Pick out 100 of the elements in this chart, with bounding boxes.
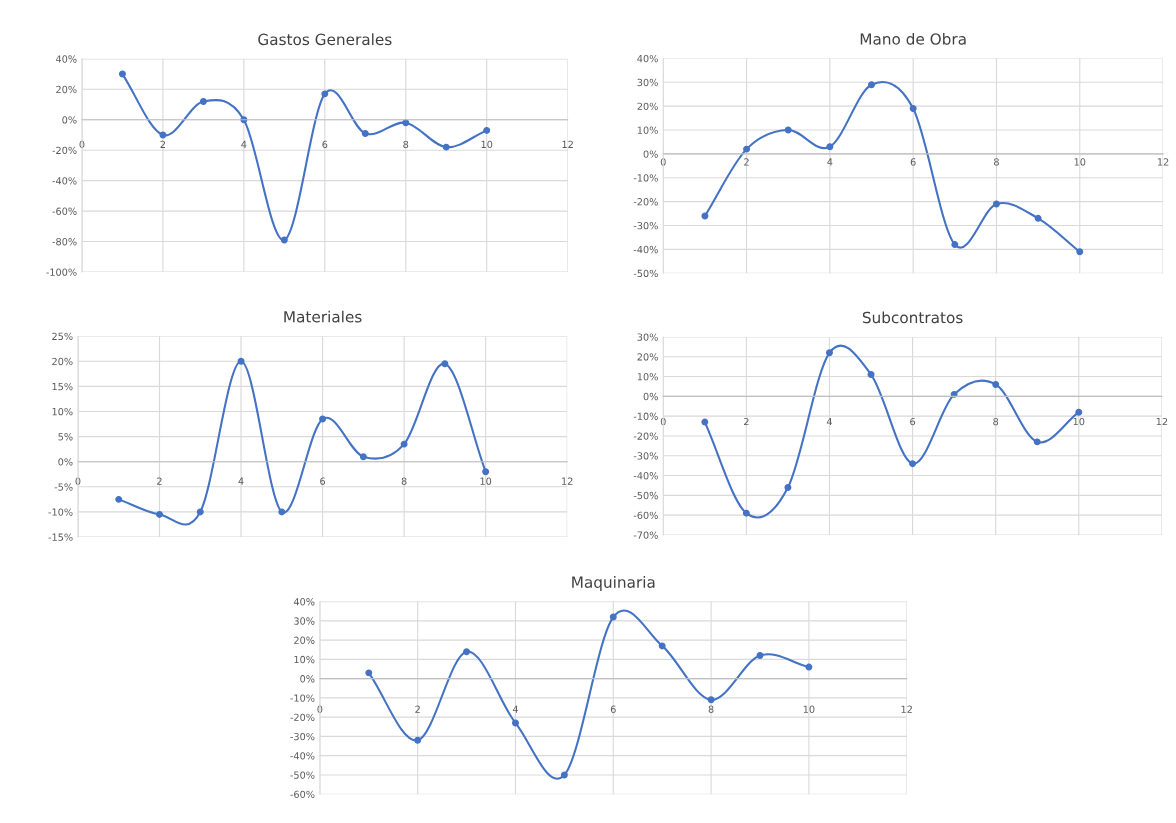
y-tick-label: -20% — [290, 713, 315, 721]
y-tick-label: -30% — [290, 732, 315, 741]
y-tick-label: 10% — [52, 407, 73, 416]
point — [319, 415, 327, 423]
x-tick-label: 2 — [743, 417, 749, 426]
y-tick-label: 40% — [637, 54, 658, 63]
y-tick-label: -40% — [52, 177, 77, 185]
point — [402, 119, 410, 127]
point — [365, 669, 373, 677]
y-tick-label: -20% — [633, 432, 658, 440]
point — [609, 613, 617, 621]
y-tick-label: 0% — [58, 458, 73, 466]
y-tick-label: 10% — [637, 126, 658, 134]
point — [278, 508, 286, 516]
chart-title: Gastos Generales — [258, 33, 392, 46]
point — [441, 360, 449, 368]
point — [992, 380, 1000, 388]
x-tick-label: 8 — [403, 140, 409, 149]
y-tick-label: 30% — [294, 617, 315, 625]
point — [805, 663, 813, 671]
y-tick-label: -10% — [48, 508, 73, 516]
point — [868, 81, 875, 89]
x-tick-label: 2 — [415, 705, 420, 713]
point — [463, 648, 471, 656]
point — [909, 105, 917, 113]
y-tick-label: -5% — [54, 483, 73, 491]
point — [156, 510, 163, 518]
chart-title: Subcontratos — [862, 311, 963, 324]
x-tick-label: 10 — [1074, 158, 1086, 166]
point — [199, 98, 207, 105]
y-tick-label: 5% — [58, 433, 73, 441]
x-tick-label: 2 — [160, 140, 166, 148]
y-tick-label: 0% — [62, 116, 77, 124]
x-tick-label: 0 — [75, 477, 81, 485]
point — [1033, 438, 1041, 446]
x-tick-label: 6 — [320, 477, 326, 485]
y-tick-label: -20% — [52, 146, 77, 155]
y-tick-label: 20% — [637, 353, 658, 361]
y-tick-label: -10% — [633, 412, 658, 420]
x-tick-label: 12 — [901, 705, 912, 713]
x-tick-label: 4 — [238, 477, 244, 485]
y-tick-label: -50% — [633, 491, 658, 500]
point — [560, 771, 568, 779]
x-tick-label: 4 — [826, 418, 833, 426]
point — [196, 508, 204, 516]
x-tick-label: 4 — [512, 705, 519, 713]
y-tick-label: -40% — [290, 752, 315, 760]
x-tick-label: 12 — [562, 140, 573, 148]
x-tick-label: 2 — [744, 158, 749, 166]
point — [951, 241, 959, 249]
x-tick-label: 6 — [910, 158, 916, 166]
point — [482, 468, 490, 476]
y-tick-label: 20% — [637, 102, 658, 110]
chart-title: Mano de Obra — [860, 32, 966, 45]
point — [826, 143, 834, 151]
y-tick-label: -80% — [52, 238, 77, 246]
x-tick-label: 6 — [610, 705, 616, 713]
point — [512, 719, 519, 727]
point — [658, 642, 666, 650]
y-tick-label: 15% — [52, 382, 73, 391]
y-tick-label: 30% — [637, 78, 658, 87]
y-tick-label: 40% — [293, 598, 315, 606]
point — [361, 129, 369, 137]
x-tick-label: 6 — [910, 417, 916, 426]
point — [237, 357, 245, 365]
chart-title: Materiales — [284, 310, 362, 323]
y-tick-label: 10% — [637, 373, 658, 381]
x-tick-label: 12 — [1156, 417, 1168, 426]
point — [115, 495, 123, 503]
x-tick-label: 12 — [562, 477, 573, 485]
point — [414, 736, 422, 744]
y-tick-label: -50% — [290, 771, 315, 779]
y-tick-label: 0% — [643, 150, 658, 158]
point — [159, 131, 167, 139]
y-tick-label: 20% — [56, 85, 77, 94]
y-tick-label: -50% — [633, 269, 658, 278]
x-tick-label: 0 — [79, 140, 85, 149]
point — [784, 126, 792, 134]
x-tick-label: 10 — [1073, 417, 1085, 426]
x-tick-label: 8 — [994, 158, 999, 166]
y-tick-label: 0% — [643, 392, 658, 401]
point — [442, 143, 450, 151]
y-tick-label: -30% — [633, 221, 658, 230]
point — [1076, 248, 1084, 256]
x-tick-label: 8 — [708, 705, 714, 713]
y-tick-label: -70% — [633, 531, 658, 539]
x-tick-label: 4 — [241, 140, 247, 148]
point — [280, 236, 288, 244]
x-tick-label: 12 — [1157, 158, 1169, 166]
x-tick-label: 10 — [480, 477, 492, 485]
y-tick-label: -15% — [48, 533, 73, 541]
x-tick-label: 6 — [322, 140, 328, 149]
y-tick-label: 10% — [294, 655, 315, 664]
point — [743, 145, 751, 153]
point — [867, 371, 875, 379]
y-tick-label: -40% — [633, 245, 658, 254]
point — [756, 652, 764, 660]
y-tick-label: -60% — [290, 790, 315, 799]
y-tick-label: 40% — [55, 55, 77, 63]
x-tick-label: 10 — [481, 140, 493, 149]
